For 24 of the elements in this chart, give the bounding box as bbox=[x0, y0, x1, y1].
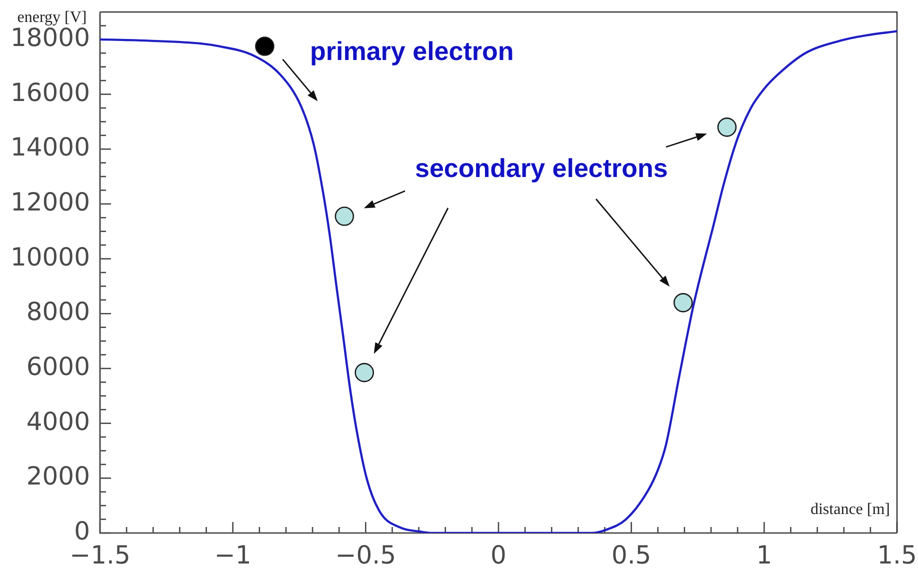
y-tick-label: 12000 bbox=[10, 187, 90, 216]
y-tick-label: 8000 bbox=[26, 297, 90, 326]
y-tick-label: 16000 bbox=[10, 78, 90, 107]
x-tick-label: −1 bbox=[214, 540, 252, 570]
annotation: primary electron bbox=[310, 36, 514, 66]
x-tick-label: −0.5 bbox=[335, 540, 396, 570]
y-axis-title: energy [V] bbox=[17, 9, 87, 26]
y-tick-label: 4000 bbox=[26, 406, 90, 436]
x-axis-title: distance [m] bbox=[810, 501, 890, 518]
point bbox=[717, 118, 737, 137]
y-tick-label: 2000 bbox=[26, 462, 90, 491]
point bbox=[673, 293, 693, 312]
y-tick-label: 6000 bbox=[26, 352, 90, 381]
x-tick-label: 1.5 bbox=[877, 540, 917, 570]
point bbox=[334, 206, 354, 226]
x-tick-label: 0 bbox=[490, 540, 506, 570]
y-tick-label: 14000 bbox=[10, 132, 90, 162]
line-series bbox=[100, 30, 897, 533]
point bbox=[354, 362, 374, 382]
y-tick-label: 10000 bbox=[10, 242, 90, 272]
point bbox=[255, 36, 274, 56]
x-tick-label: 1 bbox=[756, 540, 772, 570]
annotation: secondary electrons bbox=[415, 153, 668, 183]
x-tick-label: 0.5 bbox=[611, 540, 652, 570]
